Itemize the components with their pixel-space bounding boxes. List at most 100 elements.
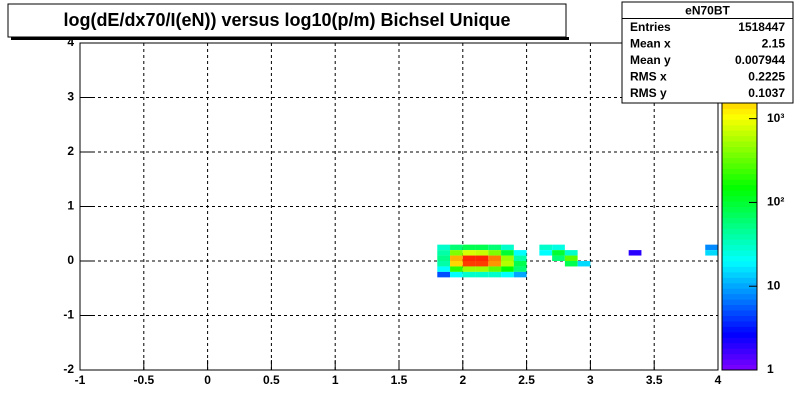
cell [513,266,527,272]
cell [501,255,514,261]
cell [513,250,527,256]
y-tick-label: 4 [67,35,74,49]
z-tick-label: 10³ [767,111,784,125]
cell [437,250,451,256]
cell [552,255,565,261]
x-tick-label: 2.5 [518,373,535,387]
cell [462,271,476,278]
cell [564,255,578,261]
cell [564,261,578,267]
palette-segment [722,244,757,251]
palette-segment [722,310,757,316]
palette-segment [722,277,757,284]
cell-layer [437,244,718,278]
palette-segment [722,108,757,115]
cell [564,250,578,256]
x-tick-label: -1 [75,373,86,387]
palette-segment [722,353,757,360]
x-tick-label: 1 [332,373,339,387]
y-tick-label: -1 [63,308,74,322]
x-tick-label: 2 [459,373,466,387]
stats-key: Mean x [630,36,671,50]
cell [513,271,527,278]
cell [552,244,565,251]
cell [705,244,718,251]
palette-segment [722,331,757,338]
palette-segment [722,102,757,109]
palette-segment [722,141,757,148]
cell [475,255,489,261]
cell [488,266,502,272]
cell [462,244,476,251]
y-tick-label: 3 [67,90,74,104]
cell [513,255,527,261]
stats-value: 2.15 [762,36,786,50]
palette-segment [722,342,757,349]
palette-segment [722,179,757,186]
cell [513,261,527,267]
palette-segment [722,222,757,229]
palette-segment [722,250,757,257]
z-tick-label: 10 [767,278,781,292]
stats-key: RMS y [630,86,667,100]
palette-segment [722,233,757,240]
stats-box: eN70BT Entries 1518447 Mean x 2.15 Mean y 0.00… [621,1,794,104]
palette-segment [722,168,757,175]
cell [501,261,514,267]
palette-segment [722,173,757,180]
palette-segment [722,206,757,213]
cell [462,266,476,272]
palette-segment [722,157,757,164]
cell [488,244,502,251]
y-tick-label: 0 [67,253,74,267]
stats-value: 0.007944 [735,53,785,67]
palette-segment [722,299,757,306]
stats-value: 1518447 [738,20,785,34]
stats-value: 0.1037 [748,86,785,100]
stats-key: Entries [630,20,671,34]
palette-segment [722,359,757,366]
cell [488,261,502,267]
stats-value: 0.2225 [748,69,785,83]
palette-segment [722,152,757,158]
x-tick-label: 3.5 [646,373,663,387]
palette-segment [722,195,757,202]
palette-segment [722,326,757,333]
cell [552,250,565,256]
palette-segment [722,320,757,327]
z-tick-label: 1 [767,362,774,376]
palette-segment [722,124,757,131]
cell [475,266,489,272]
cell [488,250,502,256]
cell [475,271,489,278]
palette-segment [722,304,757,311]
x-tick-label: 4 [715,373,722,387]
x-tick-label: 1.5 [391,373,408,387]
palette-segment [722,255,757,262]
stats-key: Mean y [630,53,671,67]
x-tick-label: 0 [204,373,211,387]
cell [450,266,463,272]
stats-title: eN70BT [685,3,730,17]
cell [437,244,451,251]
palette-segment [722,266,757,273]
cell [501,271,514,278]
cell [475,244,489,251]
cell [437,266,451,272]
cell [450,244,463,251]
cell [450,250,463,256]
cell [628,250,642,256]
cell [705,250,718,256]
palette-segment [722,364,757,371]
palette-segment [722,348,757,355]
palette-segment [722,293,757,300]
palette-segment [722,135,757,142]
title-box [7,3,567,38]
palette-segment [722,228,757,235]
cell [501,266,514,272]
y-tick-label: 1 [67,199,74,213]
cell [450,255,463,261]
x-tick-label: 0.5 [263,373,280,387]
